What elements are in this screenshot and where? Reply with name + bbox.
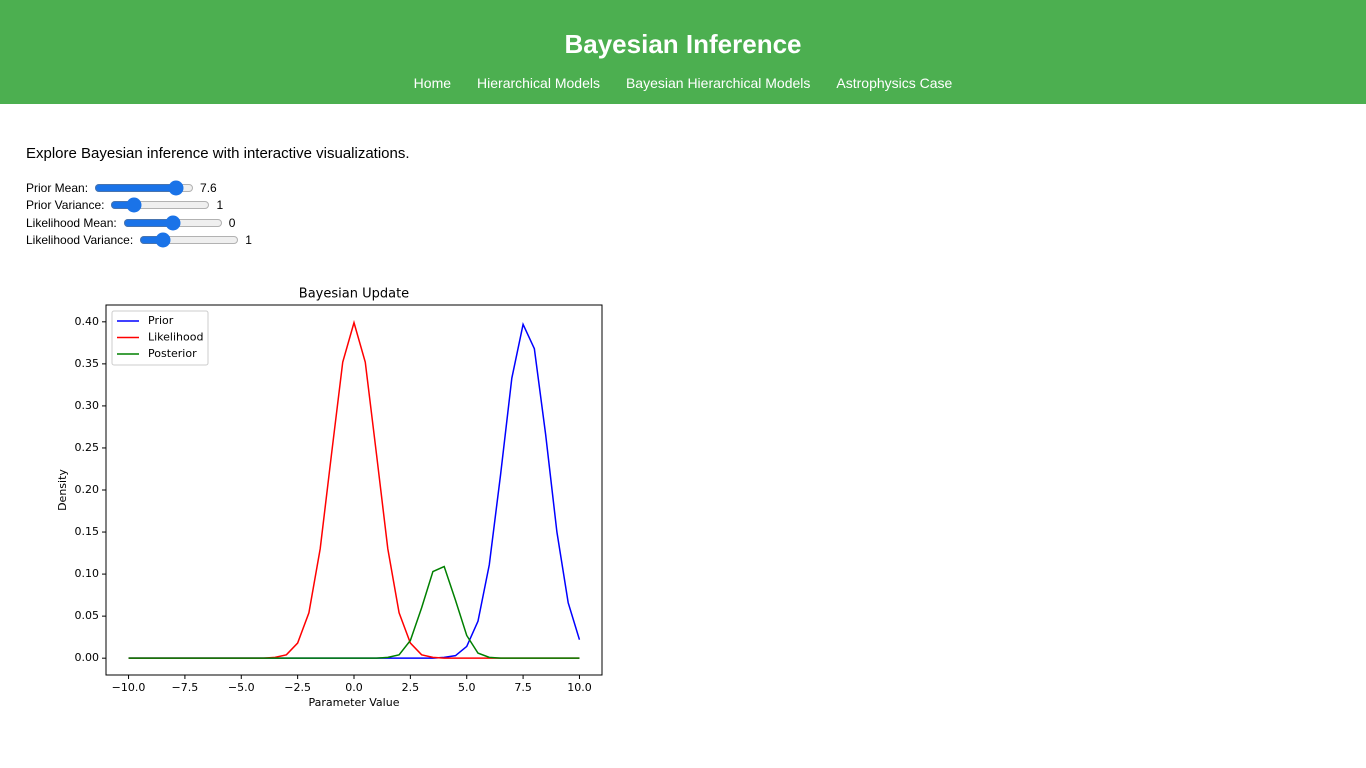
control-value: 7.6 bbox=[200, 180, 217, 195]
line-series bbox=[128, 565, 580, 659]
legend-label: Likelihood bbox=[148, 331, 203, 344]
x-tick-label: 7.5 bbox=[514, 681, 532, 694]
y-tick-label: 0.00 bbox=[75, 651, 100, 664]
controls: Prior Mean: 7.6 Prior Variance: 1 Likelihood… bbox=[26, 179, 252, 249]
chart: Bayesian Update −10.0 −7.5 −5.0 −2.5 0.0 2.5 5.… bbox=[56, 287, 603, 709]
control-row: Likelihood Mean: 0 bbox=[26, 214, 252, 232]
nav: Home Hierarchical Models Bayesian Hierarch… bbox=[0, 75, 1366, 91]
x-tick-label: −2.5 bbox=[284, 681, 311, 694]
slider[interactable] bbox=[94, 181, 195, 194]
control-label: Prior Mean: bbox=[26, 180, 89, 195]
slider[interactable] bbox=[122, 216, 223, 229]
control-label: Likelihood Variance: bbox=[26, 233, 134, 248]
control-value: 1 bbox=[216, 198, 224, 213]
nav-link[interactable]: Hierarchical Models bbox=[477, 75, 600, 91]
slider[interactable] bbox=[110, 199, 211, 212]
x-tick-label: 2.5 bbox=[402, 681, 420, 694]
chart-title: Bayesian Update bbox=[299, 287, 409, 302]
control-label: Likelihood Mean: bbox=[26, 215, 117, 230]
legend-label: Posterior bbox=[148, 347, 197, 360]
control-row: Prior Mean: 7.6 bbox=[26, 179, 252, 197]
nav-link[interactable]: Astrophysics Case bbox=[836, 75, 953, 91]
slider[interactable] bbox=[139, 234, 240, 247]
x-tick-label: −10.0 bbox=[112, 681, 146, 694]
x-tick-label: 5.0 bbox=[458, 681, 476, 694]
y-tick-label: 0.40 bbox=[75, 315, 100, 328]
control-row: Likelihood Variance: 1 bbox=[26, 232, 252, 250]
control-row: Prior Variance: 1 bbox=[26, 197, 252, 215]
nav-link[interactable]: Home bbox=[413, 75, 452, 91]
y-tick-label: 0.30 bbox=[75, 399, 100, 412]
control-value: 0 bbox=[228, 215, 236, 230]
control-label: Prior Variance: bbox=[26, 198, 105, 213]
control-value: 1 bbox=[245, 233, 252, 248]
x-tick-label: −7.5 bbox=[172, 681, 199, 694]
plot-frame bbox=[105, 304, 603, 676]
x-tick-label: −5.0 bbox=[228, 681, 255, 694]
y-tick-label: 0.20 bbox=[75, 483, 100, 496]
line-series bbox=[128, 319, 580, 659]
y-axis-label: Density bbox=[56, 469, 69, 511]
legend-box bbox=[111, 310, 209, 366]
y-tick-label: 0.05 bbox=[75, 609, 100, 622]
nav-link[interactable]: Bayesian Hierarchical Models bbox=[625, 75, 811, 91]
x-tick-label: 0.0 bbox=[345, 681, 363, 694]
x-tick-label: 10.0 bbox=[567, 681, 592, 694]
y-tick-label: 0.10 bbox=[75, 567, 100, 580]
y-tick-label: 0.25 bbox=[75, 441, 100, 454]
intro-text: Explore Bayesian inference with interact… bbox=[26, 145, 410, 162]
x-axis-label: Parameter Value bbox=[309, 696, 400, 709]
y-tick-label: 0.15 bbox=[75, 525, 100, 538]
y-tick-label: 0.35 bbox=[75, 357, 100, 370]
site-title: Bayesian Inference bbox=[564, 29, 802, 59]
line-series bbox=[128, 321, 581, 659]
legend-label: Prior bbox=[148, 314, 174, 327]
header: Bayesian Inference Home Hierarchical Mode… bbox=[0, 0, 1366, 104]
